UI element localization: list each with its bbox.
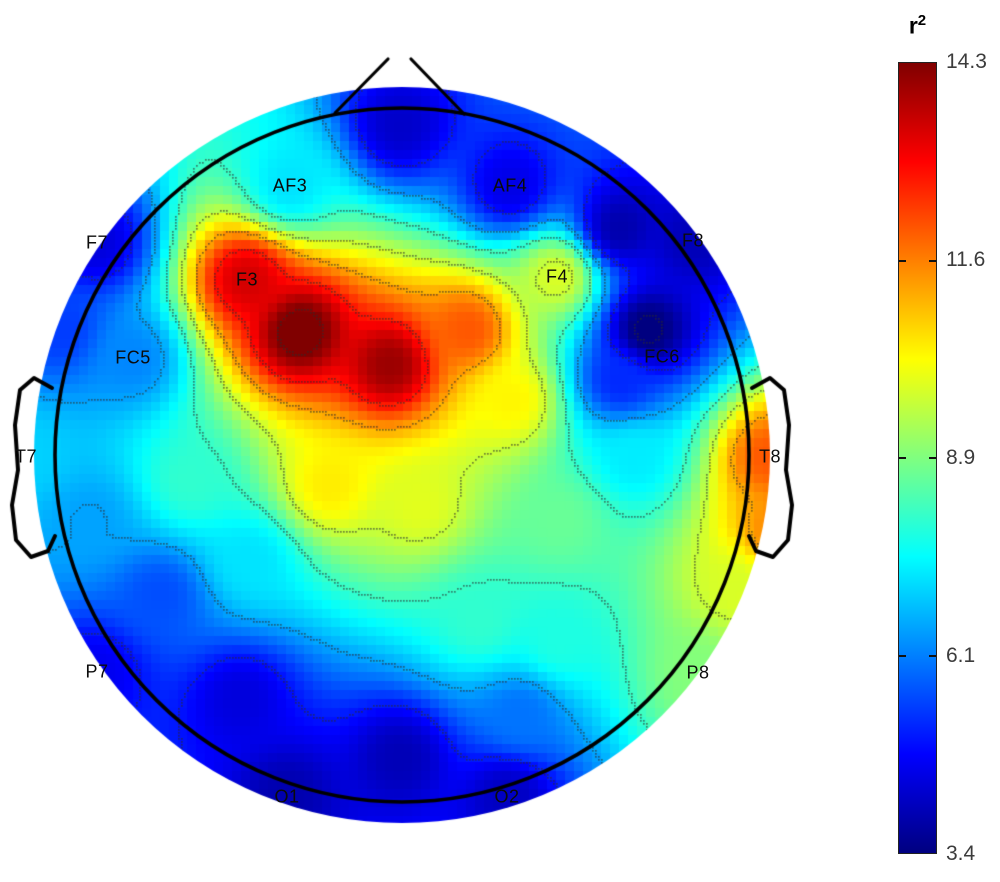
colorbar-tick-label: 3.4 [946,842,976,865]
colorbar-tick-mark [899,654,906,657]
colorbar-gradient [898,62,937,854]
colorbar-tick-label: 8.9 [946,446,976,469]
colorbar-tick-mark [929,259,936,262]
colorbar-tick-mark [899,457,906,459]
colorbar-tick-label: 14.3 [946,50,987,73]
colorbar-tick-mark [929,457,936,459]
topoplot-canvas [0,0,860,882]
colorbar-title-base: r [908,12,918,39]
colorbar-tick-mark [929,654,936,657]
colorbar-title-sup: 2 [917,12,927,29]
colorbar-tick-label: 6.1 [946,644,976,667]
colorbar-title: r2 [898,12,937,40]
colorbar-tick-mark [899,259,906,262]
colorbar-tick-label: 11.6 [946,248,986,271]
